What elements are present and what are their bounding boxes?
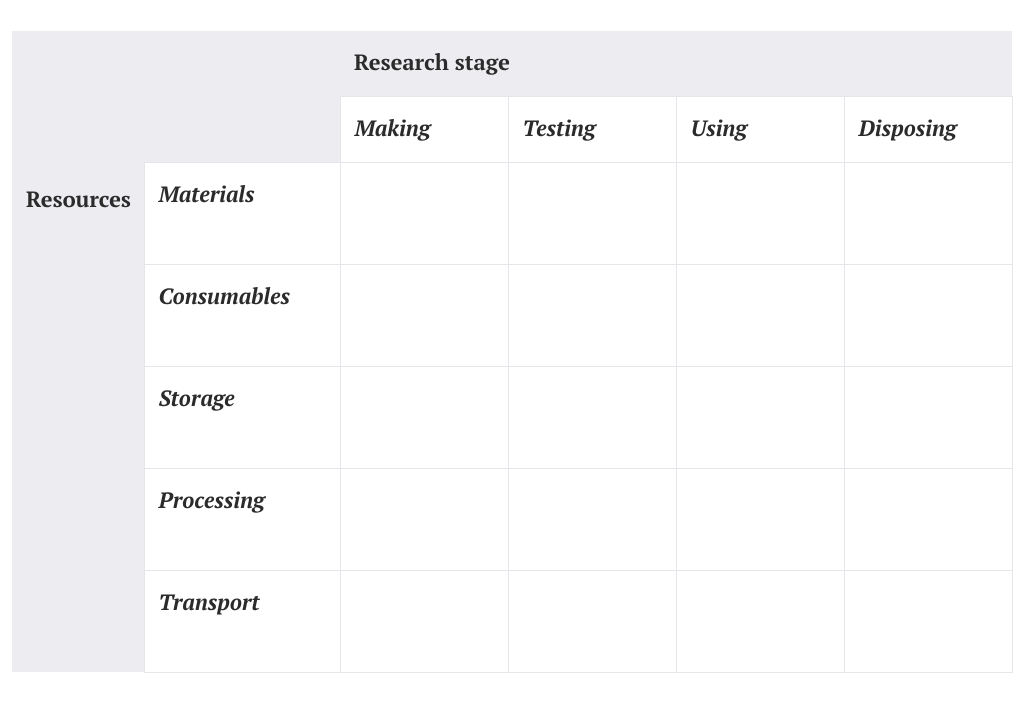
table-cell [340, 162, 508, 264]
table-cell [340, 366, 508, 468]
table-cell [676, 468, 844, 570]
table-cell [508, 366, 676, 468]
table-cell [676, 264, 844, 366]
table-cell [340, 468, 508, 570]
table-cell [508, 570, 676, 672]
row-category-storage: Storage [144, 366, 340, 468]
table-cell [340, 570, 508, 672]
row-category-consumables: Consumables [144, 264, 340, 366]
stage-header-testing: Testing [508, 97, 676, 163]
table-cell [844, 264, 1012, 366]
table-cell [676, 570, 844, 672]
stage-header-making: Making [340, 97, 508, 163]
table-cell [508, 468, 676, 570]
row-category-materials: Materials [144, 162, 340, 264]
table-cell [676, 366, 844, 468]
column-group-header: Research stage [340, 31, 1012, 96]
row-category-transport: Transport [144, 570, 340, 672]
corner-cell [12, 31, 340, 162]
stage-header-using: Using [676, 97, 844, 163]
row-category-processing: Processing [144, 468, 340, 570]
table-cell [676, 162, 844, 264]
table-cell [844, 366, 1012, 468]
stage-header-disposing: Disposing [844, 97, 1012, 163]
table-cell [508, 162, 676, 264]
table-cell [844, 468, 1012, 570]
table-cell [844, 570, 1012, 672]
resources-by-stage-table: Research stage Making Testing Using Disp… [12, 31, 1013, 672]
matrix-table: Research stage Making Testing Using Disp… [12, 31, 1012, 672]
table-cell [340, 264, 508, 366]
row-group-header: Resources [12, 162, 144, 672]
table-cell [844, 162, 1012, 264]
table-cell [508, 264, 676, 366]
